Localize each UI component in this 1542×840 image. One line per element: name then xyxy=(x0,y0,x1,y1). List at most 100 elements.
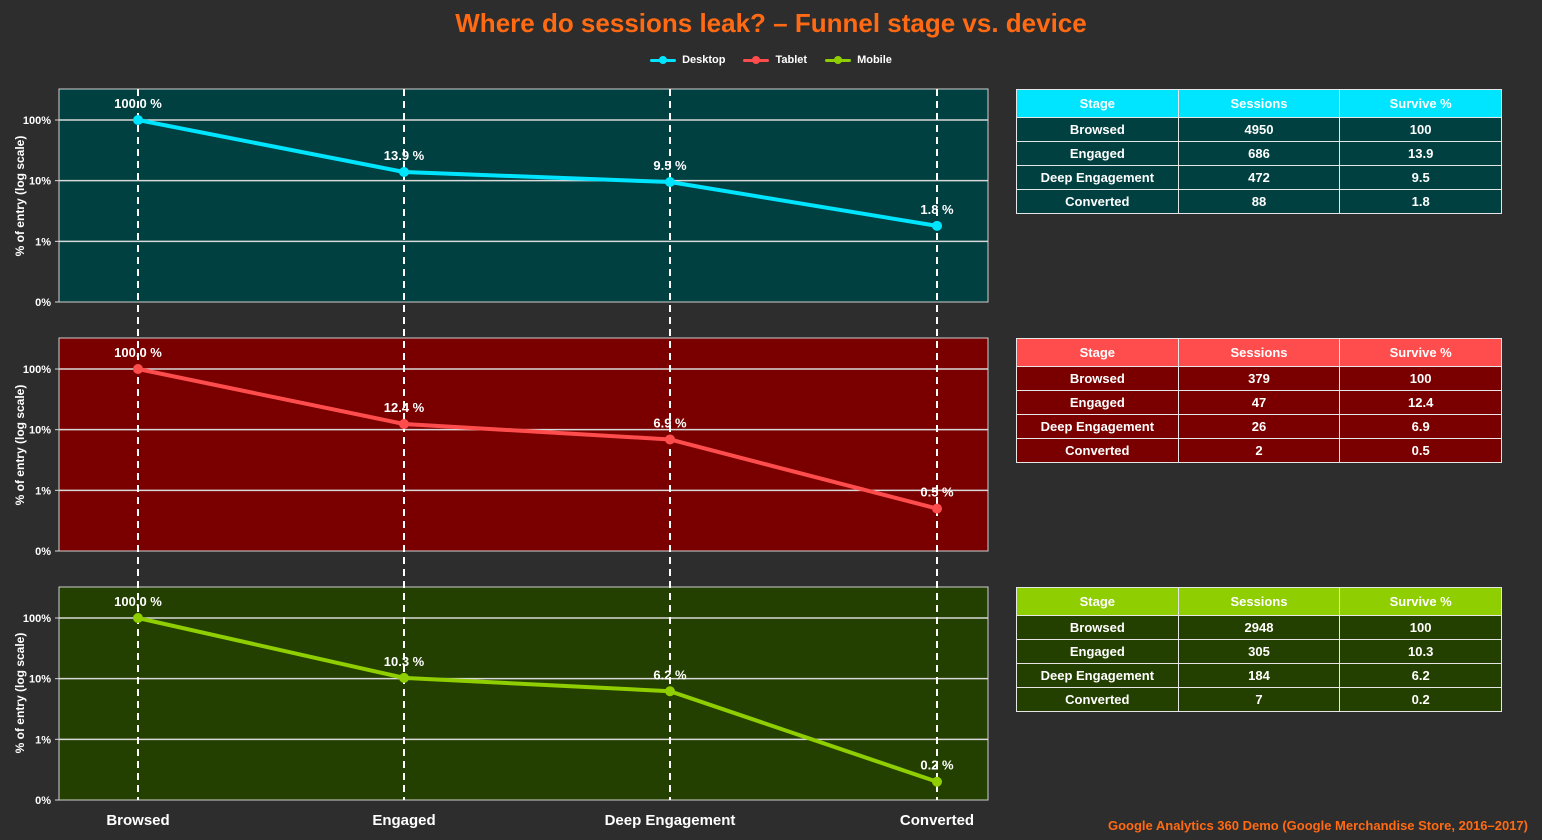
legend-label-desktop: Desktop xyxy=(682,54,726,66)
table-row: Deep Engagement 472 9.5 xyxy=(1016,165,1502,190)
series-line-mobile xyxy=(137,616,938,784)
table-cell: Browsed xyxy=(1016,615,1179,640)
data-point-tablet xyxy=(399,418,409,429)
data-label-tablet: 6.9 % xyxy=(653,415,687,430)
header-cell-stage: Stage xyxy=(1016,338,1179,367)
series-line-tablet xyxy=(137,367,938,511)
table-cell: Converted xyxy=(1016,189,1179,214)
header-cell-survive: Survive % xyxy=(1339,587,1502,616)
legend: Desktop Tablet Mobile xyxy=(0,54,1542,66)
chart-title: Where do sessions leak? – Funnel stage v… xyxy=(455,8,1087,38)
table-cell: Engaged xyxy=(1016,390,1179,415)
table-cell: 100 xyxy=(1339,366,1502,391)
table-row: Converted 2 0.5 xyxy=(1016,438,1502,463)
table-cell: Browsed xyxy=(1016,117,1179,142)
data-label-tablet: 100.0 % xyxy=(114,345,162,360)
table-cell: 26 xyxy=(1177,414,1341,439)
y-axis-label-text: % of entry (log scale) xyxy=(13,135,27,257)
table-row: Converted 88 1.8 xyxy=(1016,189,1502,214)
data-point-tablet xyxy=(932,503,942,514)
data-label-mobile: 6.2 % xyxy=(653,667,687,682)
y-tick-label: 100% xyxy=(23,115,51,127)
plot-panel-tablet xyxy=(58,337,989,552)
header-cell-sessions: Sessions xyxy=(1177,338,1341,367)
y-tick-label: 10% xyxy=(29,176,51,188)
data-point-mobile xyxy=(665,686,675,697)
data-point-desktop xyxy=(399,166,409,177)
table-cell: Browsed xyxy=(1016,366,1179,391)
plot-panel-desktop xyxy=(58,88,989,303)
data-label-mobile: 10.3 % xyxy=(384,654,425,669)
stats-table-desktop: Stage Sessions Survive % Browsed 4950 10… xyxy=(1016,89,1502,214)
y-tick-label: 100% xyxy=(23,613,51,625)
data-point-desktop xyxy=(932,220,942,231)
data-point-mobile xyxy=(133,613,143,623)
legend-swatch-tablet xyxy=(743,55,770,64)
y-tick-label: 0% xyxy=(35,795,51,807)
plot-panel-mobile xyxy=(58,586,989,801)
legend-label-mobile: Mobile xyxy=(857,54,892,66)
table-cell: 0.2 xyxy=(1339,687,1502,712)
table-cell: Deep Engagement xyxy=(1016,165,1179,190)
table-cell: 47 xyxy=(1177,390,1341,415)
table-cell: 100 xyxy=(1339,615,1502,640)
stats-table-mobile: Stage Sessions Survive % Browsed 2948 10… xyxy=(1016,587,1502,712)
table-cell: 12.4 xyxy=(1339,390,1502,415)
y-tick-label: 10% xyxy=(29,425,51,437)
table-row: Engaged 47 12.4 xyxy=(1016,390,1502,415)
table-cell: Engaged xyxy=(1016,639,1179,664)
table-header-row: Stage Sessions Survive % xyxy=(1016,89,1502,118)
source-footer: Google Analytics 360 Demo (Google Mercha… xyxy=(1107,818,1528,833)
table-cell: Converted xyxy=(1016,687,1179,712)
legend-swatch-desktop xyxy=(650,55,677,64)
header-cell-stage: Stage xyxy=(1016,89,1179,118)
data-point-desktop xyxy=(665,177,675,188)
stats-table-tablet: Stage Sessions Survive % Browsed 379 100… xyxy=(1016,338,1502,463)
y-tick-label: 0% xyxy=(35,546,51,558)
series-line-desktop xyxy=(137,118,938,228)
table-row: Deep Engagement 184 6.2 xyxy=(1016,663,1502,688)
table-cell: 2948 xyxy=(1177,615,1341,640)
header-cell-survive: Survive % xyxy=(1339,89,1502,118)
header-cell-sessions: Sessions xyxy=(1177,89,1341,118)
table-cell: Engaged xyxy=(1016,141,1179,166)
y-tick-label: 100% xyxy=(23,364,51,376)
table-row: Engaged 305 10.3 xyxy=(1016,639,1502,664)
x-tick-label: Engaged xyxy=(372,812,435,829)
table-cell: 1.8 xyxy=(1339,189,1502,214)
data-point-tablet xyxy=(133,364,143,374)
data-label-mobile: 0.2 % xyxy=(920,758,954,773)
y-tick-label: 1% xyxy=(35,485,51,497)
table-cell: 6.2 xyxy=(1339,663,1502,688)
table-cell: Deep Engagement xyxy=(1016,663,1179,688)
y-axis-label-text: % of entry (log scale) xyxy=(13,632,27,754)
data-label-tablet: 0.5 % xyxy=(920,485,954,500)
table-cell: 2 xyxy=(1177,438,1341,463)
data-label-desktop: 9.5 % xyxy=(653,158,687,173)
header-cell-stage: Stage xyxy=(1016,587,1179,616)
table-cell: 686 xyxy=(1177,141,1341,166)
data-label-tablet: 12.4 % xyxy=(384,400,425,415)
data-point-tablet xyxy=(665,434,675,445)
table-cell: 88 xyxy=(1177,189,1341,214)
x-tick-label: Converted xyxy=(900,812,974,829)
table-cell: 184 xyxy=(1177,663,1341,688)
data-point-mobile xyxy=(932,776,942,787)
table-row: Deep Engagement 26 6.9 xyxy=(1016,414,1502,439)
table-cell: 10.3 xyxy=(1339,639,1502,664)
table-cell: 379 xyxy=(1177,366,1341,391)
table-cell: 0.5 xyxy=(1339,438,1502,463)
legend-label-tablet: Tablet xyxy=(775,54,808,66)
table-cell: 6.9 xyxy=(1339,414,1502,439)
table-cell: Converted xyxy=(1016,438,1179,463)
data-point-desktop xyxy=(133,115,143,125)
y-tick-label: 0% xyxy=(35,297,51,309)
data-label-desktop: 100.0 % xyxy=(114,96,162,111)
table-cell: 9.5 xyxy=(1339,165,1502,190)
data-label-mobile: 100.0 % xyxy=(114,594,162,609)
y-axis-label-text: % of entry (log scale) xyxy=(13,384,27,506)
table-row: Engaged 686 13.9 xyxy=(1016,141,1502,166)
legend-item-desktop: Desktop xyxy=(650,54,725,66)
table-row: Browsed 2948 100 xyxy=(1016,615,1502,640)
